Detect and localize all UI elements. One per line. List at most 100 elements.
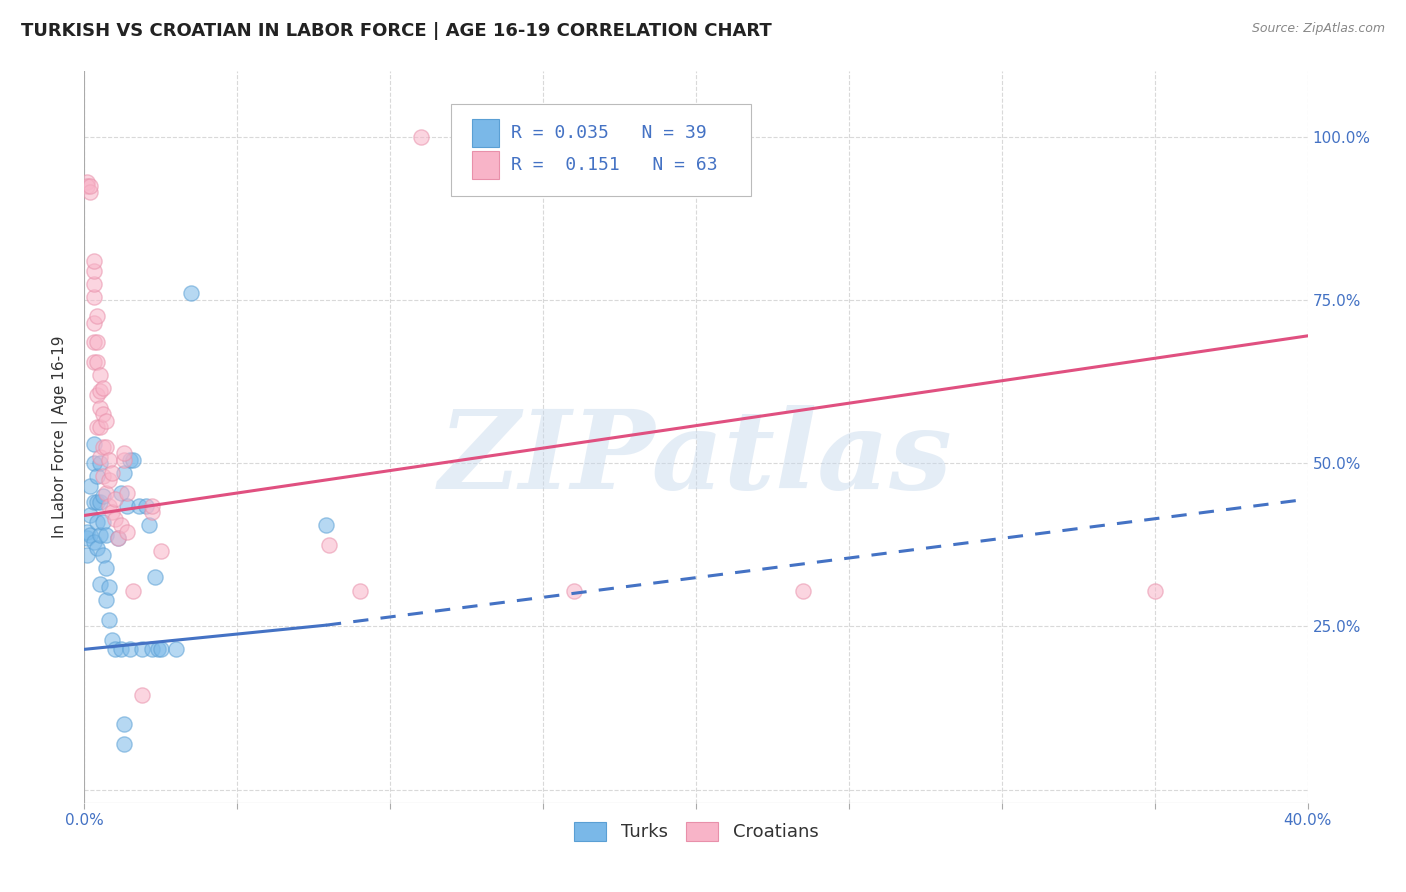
Point bbox=[97, 499, 120, 513]
Point bbox=[83, 290, 105, 304]
Point bbox=[128, 499, 150, 513]
Point bbox=[562, 583, 585, 598]
Point bbox=[135, 499, 157, 513]
Point bbox=[101, 505, 124, 519]
Point bbox=[79, 185, 101, 199]
Point bbox=[83, 263, 105, 277]
Point bbox=[89, 528, 111, 542]
Point bbox=[86, 541, 108, 555]
Point bbox=[89, 456, 111, 470]
Point bbox=[165, 642, 187, 657]
Point bbox=[141, 642, 163, 657]
Text: R =  0.151   N = 63: R = 0.151 N = 63 bbox=[512, 156, 718, 174]
Point bbox=[131, 642, 153, 657]
Text: ZIPatlas: ZIPatlas bbox=[439, 405, 953, 513]
Point bbox=[86, 310, 108, 324]
Point bbox=[107, 531, 129, 545]
Point bbox=[86, 495, 108, 509]
Point bbox=[91, 548, 114, 562]
Point bbox=[112, 737, 135, 751]
Point bbox=[89, 450, 111, 464]
Point bbox=[315, 518, 337, 533]
Point bbox=[101, 632, 124, 647]
Point bbox=[89, 420, 111, 434]
Point bbox=[110, 485, 132, 500]
Point bbox=[143, 570, 166, 584]
Point bbox=[83, 436, 105, 450]
Point bbox=[83, 277, 105, 291]
Point bbox=[94, 593, 117, 607]
Point bbox=[86, 515, 108, 529]
Point bbox=[97, 613, 120, 627]
Point bbox=[115, 485, 138, 500]
Point bbox=[83, 316, 105, 330]
Point bbox=[146, 642, 169, 657]
Point bbox=[91, 381, 114, 395]
Point bbox=[141, 505, 163, 519]
Point bbox=[180, 286, 202, 301]
Point bbox=[94, 560, 117, 574]
Point bbox=[104, 512, 127, 526]
Point bbox=[110, 642, 132, 657]
Point bbox=[91, 407, 114, 421]
FancyBboxPatch shape bbox=[472, 119, 499, 146]
Point bbox=[409, 129, 432, 144]
Point bbox=[91, 515, 114, 529]
Point bbox=[94, 528, 117, 542]
Point bbox=[97, 580, 120, 594]
Point bbox=[91, 440, 114, 454]
Point bbox=[79, 508, 101, 523]
Point bbox=[89, 495, 111, 509]
Point bbox=[149, 544, 172, 558]
Point bbox=[112, 446, 135, 460]
Point bbox=[149, 642, 172, 657]
Point bbox=[122, 583, 145, 598]
Point bbox=[104, 492, 127, 507]
Point bbox=[79, 178, 101, 193]
Point bbox=[112, 717, 135, 731]
Point bbox=[1143, 583, 1166, 598]
Point bbox=[79, 528, 101, 542]
Point bbox=[86, 387, 108, 401]
Point bbox=[112, 466, 135, 480]
Point bbox=[86, 469, 108, 483]
Point bbox=[83, 534, 105, 549]
Point bbox=[101, 466, 124, 480]
Point bbox=[83, 335, 105, 350]
Point bbox=[89, 384, 111, 399]
Point bbox=[122, 453, 145, 467]
Point bbox=[112, 453, 135, 467]
Point bbox=[86, 335, 108, 350]
Text: TURKISH VS CROATIAN IN LABOR FORCE | AGE 16-19 CORRELATION CHART: TURKISH VS CROATIAN IN LABOR FORCE | AGE… bbox=[21, 22, 772, 40]
Point bbox=[94, 414, 117, 428]
Point bbox=[91, 489, 114, 503]
Point bbox=[76, 178, 98, 193]
Point bbox=[83, 456, 105, 470]
Point bbox=[86, 355, 108, 369]
Point bbox=[138, 518, 160, 533]
Point bbox=[97, 473, 120, 487]
Point bbox=[89, 368, 111, 382]
Point bbox=[792, 583, 814, 598]
Point bbox=[120, 453, 142, 467]
Point bbox=[110, 518, 132, 533]
Point bbox=[107, 531, 129, 545]
Text: Source: ZipAtlas.com: Source: ZipAtlas.com bbox=[1251, 22, 1385, 36]
Point bbox=[83, 253, 105, 268]
Point bbox=[104, 642, 127, 657]
FancyBboxPatch shape bbox=[472, 151, 499, 179]
FancyBboxPatch shape bbox=[451, 104, 751, 195]
Point bbox=[76, 531, 98, 545]
Point bbox=[76, 175, 98, 189]
Point bbox=[86, 420, 108, 434]
Point bbox=[120, 642, 142, 657]
Point bbox=[89, 577, 111, 591]
Point bbox=[94, 485, 117, 500]
Point bbox=[83, 495, 105, 509]
Point bbox=[97, 453, 120, 467]
Point bbox=[115, 524, 138, 539]
Point bbox=[79, 479, 101, 493]
Point bbox=[94, 440, 117, 454]
Point bbox=[131, 688, 153, 702]
Y-axis label: In Labor Force | Age 16-19: In Labor Force | Age 16-19 bbox=[52, 335, 69, 539]
